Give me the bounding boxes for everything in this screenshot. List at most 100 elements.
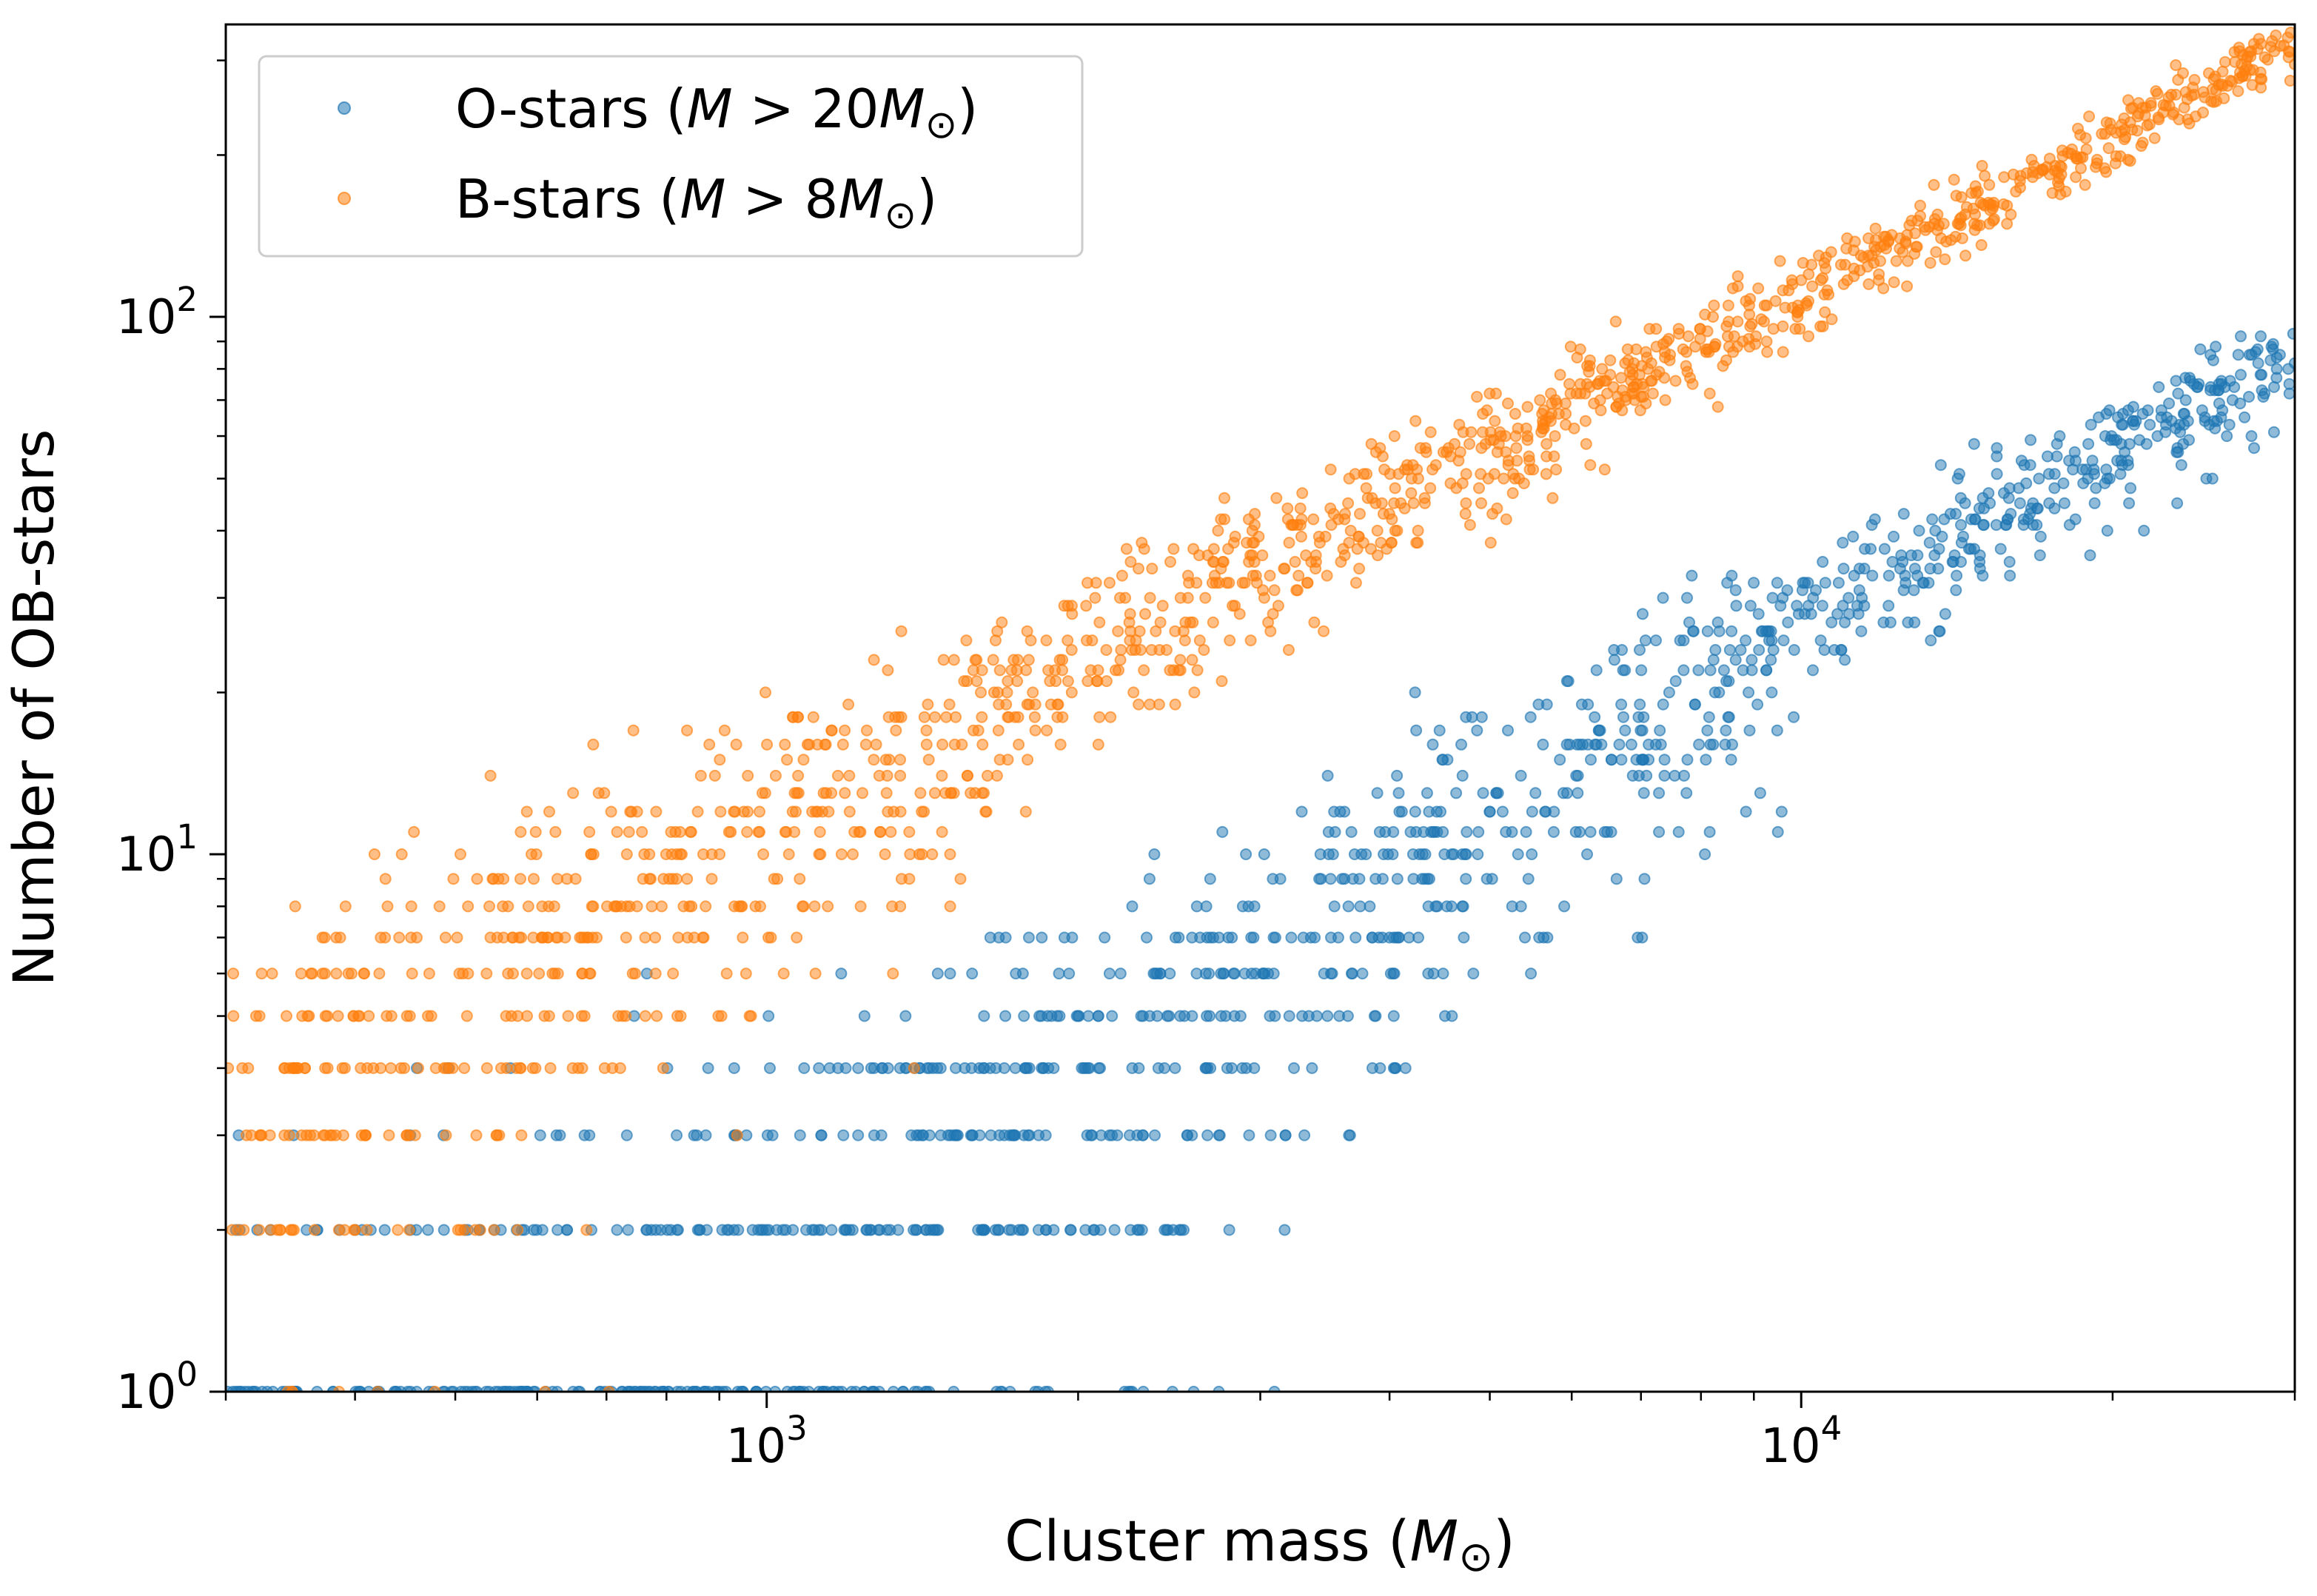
b-star-point (512, 1010, 524, 1022)
o-star-point (1998, 487, 2010, 500)
o-star-point (1467, 968, 1480, 980)
o-star-point (1167, 1224, 1179, 1236)
b-star-point (1285, 519, 1298, 532)
b-star-point (1199, 591, 1212, 604)
o-star-point (1699, 848, 1711, 860)
b-star-point (903, 825, 916, 838)
b-star-point (551, 873, 563, 885)
o-star-point (1515, 769, 1527, 782)
o-star-point (1634, 644, 1646, 656)
o-star-point (1419, 848, 1432, 860)
b-star-point (502, 900, 514, 913)
o-star-point (865, 1062, 877, 1074)
b-star-point (458, 1062, 471, 1074)
b-star-point (1193, 634, 1206, 647)
o-star-point (1143, 873, 1156, 885)
o-star-point (1594, 724, 1606, 737)
o-star-point (1166, 1386, 1178, 1392)
b-star-point (1233, 608, 1246, 620)
b-star-point (1818, 288, 1831, 301)
b-star-point (1552, 408, 1565, 420)
o-star-point (978, 1062, 990, 1074)
o-star-point (1126, 1386, 1139, 1392)
b-star-point (1976, 160, 1988, 172)
o-star-point (1240, 848, 1253, 860)
b-star-point (346, 968, 358, 980)
o-star-point (1342, 900, 1355, 913)
b-star-point (443, 1062, 455, 1074)
o-star-point (2114, 468, 2127, 480)
legend-label-b-stars: B-stars (M > 8M⊙) (455, 168, 937, 238)
o-star-point (466, 1386, 478, 1392)
b-star-point (1164, 556, 1176, 568)
b-star-point (1146, 563, 1158, 575)
o-star-point (2248, 442, 2260, 455)
o-star-point (1106, 1010, 1119, 1022)
o-star-point (1450, 787, 1463, 799)
b-star-point (539, 1386, 551, 1392)
b-star-point (529, 1062, 542, 1074)
b-star-point (1800, 299, 1813, 312)
b-star-point (1084, 664, 1097, 677)
o-star-point (815, 1129, 828, 1141)
o-star-point (1636, 724, 1649, 737)
b-star-point (286, 1224, 298, 1236)
o-star-point (1677, 664, 1690, 677)
b-star-point (975, 686, 987, 699)
b-star-point (1979, 170, 1991, 182)
b-star-point (749, 900, 762, 913)
b-star-point (2284, 75, 2295, 87)
b-star-point (895, 625, 908, 637)
o-star-point (2270, 363, 2283, 375)
b-star-point (922, 698, 934, 711)
b-star-point (1959, 249, 1972, 262)
b-star-point (2136, 136, 2149, 149)
o-star-point (1298, 1129, 1311, 1141)
b-star-point (615, 900, 628, 913)
b-star-point (920, 724, 933, 737)
b-star-point (945, 787, 957, 799)
o-star-point (2267, 426, 2280, 438)
b-star-point (1384, 468, 1396, 480)
b-star-point (1463, 437, 1475, 450)
o-star-point (1680, 787, 1693, 799)
b-star-point (639, 931, 651, 944)
b-star-point (1523, 450, 1535, 463)
o-star-point (2048, 482, 2061, 494)
b-star-point (950, 711, 962, 723)
b-star-point (697, 931, 709, 944)
b-star-point (295, 968, 307, 980)
o-star-point (1092, 1010, 1104, 1022)
o-star-point (2144, 418, 2156, 431)
b-star-point (1967, 202, 1979, 215)
b-star-point (740, 968, 752, 980)
o-star-point (2048, 502, 2061, 514)
o-star-point (728, 1062, 740, 1074)
b-star-point (2131, 110, 2144, 123)
o-star-point (1951, 472, 1964, 485)
o-star-point (2130, 415, 2142, 427)
b-star-point (847, 848, 859, 860)
b-star-point (1138, 664, 1150, 677)
o-star-point (1753, 644, 1766, 656)
o-star-point (1816, 600, 1828, 612)
o-star-point (2085, 418, 2097, 431)
b-star-point (1227, 600, 1239, 612)
o-star-point (1437, 968, 1449, 980)
o-star-point (378, 1224, 391, 1236)
b-star-point (1930, 246, 1942, 258)
b-star-point (1011, 675, 1024, 688)
b-star-point (2188, 73, 2201, 86)
b-star-point (1456, 477, 1469, 489)
b-star-point (894, 769, 907, 782)
o-star-point (422, 1224, 435, 1236)
b-star-point (1041, 724, 1053, 737)
b-star-point (1019, 805, 1032, 818)
o-star-point (622, 1224, 634, 1236)
b-star-point (820, 787, 832, 799)
o-star-point (1744, 600, 1757, 612)
o-star-point (1913, 524, 1925, 537)
b-star-point (529, 825, 542, 838)
b-star-point (559, 931, 571, 944)
b-star-point (1388, 497, 1401, 509)
